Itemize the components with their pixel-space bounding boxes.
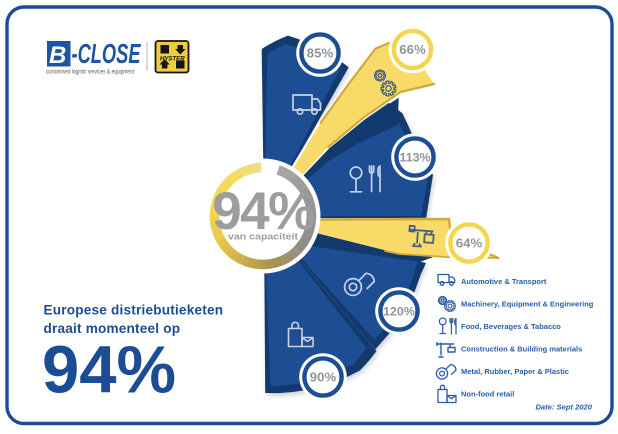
svg-text:HYSTER: HYSTER <box>160 56 185 63</box>
svg-text:customised logistic services &: customised logistic services & equipment <box>46 69 134 76</box>
svg-text:94%: 94% <box>212 182 314 241</box>
svg-text:Construction & Building materi: Construction & Building materials <box>461 344 582 353</box>
svg-text:90%: 90% <box>310 370 337 385</box>
svg-text:85%: 85% <box>307 46 334 61</box>
svg-text:B: B <box>49 42 66 69</box>
svg-text:120%: 120% <box>383 305 415 319</box>
svg-text:Machinery, Equipment & Enginee: Machinery, Equipment & Engineering <box>461 299 594 308</box>
svg-text:-CLOSE: -CLOSE <box>72 38 142 69</box>
svg-text:Date: Sept 2020: Date: Sept 2020 <box>535 403 592 412</box>
svg-text:Automotive & Transport: Automotive & Transport <box>461 277 547 286</box>
svg-text:van capaciteit: van capaciteit <box>228 232 299 243</box>
svg-text:Non-food retail: Non-food retail <box>461 389 514 398</box>
svg-text:draait momenteel op: draait momenteel op <box>44 321 181 336</box>
svg-text:Europese distriebutieketen: Europese distriebutieketen <box>44 303 224 318</box>
svg-text:66%: 66% <box>399 42 426 57</box>
svg-text:113%: 113% <box>399 151 430 165</box>
svg-text:Metal, Rubber, Paper & Plastic: Metal, Rubber, Paper & Plastic <box>461 367 569 376</box>
svg-text:Food, Beverages & Tabacco: Food, Beverages & Tabacco <box>461 322 561 331</box>
svg-text:94%: 94% <box>42 333 176 408</box>
svg-text:64%: 64% <box>456 236 483 251</box>
